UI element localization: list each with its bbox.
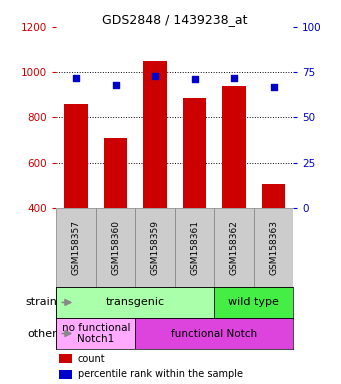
Text: GSM158363: GSM158363 (269, 220, 278, 275)
Text: count: count (78, 354, 105, 364)
Text: other: other (27, 329, 57, 339)
Bar (183, 98, 206, 208)
Bar (214, 208, 254, 287)
Bar (59, 354, 72, 363)
Bar (104, 138, 128, 208)
Text: transgenic: transgenic (106, 298, 165, 308)
Bar (143, 61, 167, 208)
Text: GSM158360: GSM158360 (111, 220, 120, 275)
Bar (64, 104, 88, 208)
Text: percentile rank within the sample: percentile rank within the sample (78, 369, 242, 379)
Bar (56, 208, 96, 287)
Point (152, 73, 158, 79)
Title: GDS2848 / 1439238_at: GDS2848 / 1439238_at (102, 13, 248, 26)
Text: GSM158361: GSM158361 (190, 220, 199, 275)
Point (231, 74, 237, 81)
Bar (214, 287, 293, 318)
Text: GSM158362: GSM158362 (229, 220, 238, 275)
Bar (135, 318, 293, 349)
Bar (56, 318, 135, 349)
Text: functional Notch: functional Notch (171, 329, 257, 339)
Point (192, 76, 197, 83)
Text: GSM158359: GSM158359 (150, 220, 160, 275)
Bar (254, 208, 293, 287)
Bar (175, 208, 214, 287)
Bar (262, 184, 285, 208)
Text: wild type: wild type (228, 298, 279, 308)
Text: strain: strain (25, 298, 57, 308)
Bar (59, 370, 72, 379)
Text: GSM158357: GSM158357 (72, 220, 80, 275)
Text: no functional
Notch1: no functional Notch1 (61, 323, 130, 344)
Point (271, 83, 276, 89)
Point (73, 74, 79, 81)
Point (113, 82, 118, 88)
Bar (96, 208, 135, 287)
Bar (56, 287, 214, 318)
Bar (135, 208, 175, 287)
Bar (222, 86, 246, 208)
